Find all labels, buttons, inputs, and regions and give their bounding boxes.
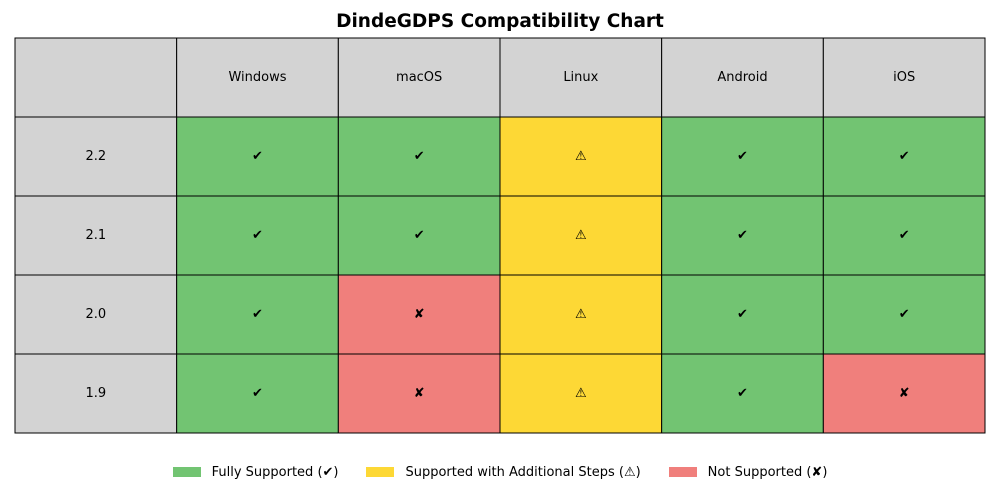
column-header-label: Linux bbox=[563, 70, 598, 85]
status-cell-full bbox=[176, 353, 339, 434]
status-cell-full bbox=[337, 195, 501, 276]
status-symbol: ✔ bbox=[737, 386, 748, 401]
column-header-label: Android bbox=[717, 70, 767, 85]
column-header-label: iOS bbox=[893, 70, 915, 85]
status-symbol: ✔ bbox=[252, 228, 263, 243]
row-header-label: 2.0 bbox=[85, 307, 106, 322]
row-header-cell bbox=[14, 195, 178, 276]
status-symbol: ✔ bbox=[737, 149, 748, 164]
status-symbol: ✔ bbox=[252, 386, 263, 401]
status-cell-none bbox=[337, 353, 501, 434]
row-header-label: 2.2 bbox=[85, 149, 106, 164]
legend-label: Fully Supported (✔) bbox=[211, 464, 339, 480]
column-header-label: macOS bbox=[396, 70, 442, 85]
column-header-label: Windows bbox=[228, 70, 286, 85]
status-cell-none bbox=[822, 353, 986, 434]
status-symbol: ✘ bbox=[899, 386, 910, 401]
status-symbol: ⚠ bbox=[575, 307, 587, 322]
status-symbol: ⚠ bbox=[575, 228, 587, 243]
status-cell-full bbox=[822, 195, 986, 276]
row-header-label: 2.1 bbox=[85, 228, 106, 243]
legend-swatch bbox=[668, 467, 697, 477]
header-corner-cell bbox=[14, 37, 178, 118]
header-cell-android bbox=[661, 37, 824, 118]
status-symbol: ✔ bbox=[899, 149, 910, 164]
status-symbol: ✔ bbox=[252, 307, 263, 322]
status-cell-steps bbox=[499, 195, 663, 276]
status-cell-steps bbox=[499, 353, 663, 434]
status-symbol: ✔ bbox=[414, 149, 425, 164]
status-cell-full bbox=[822, 274, 986, 355]
row-header-label: 1.9 bbox=[85, 386, 106, 401]
row-header-cell bbox=[14, 274, 178, 355]
status-symbol: ✔ bbox=[252, 149, 263, 164]
legend-item-steps: Supported with Additional Steps (⚠) bbox=[366, 464, 641, 480]
status-symbol: ✔ bbox=[899, 307, 910, 322]
row-header-cell bbox=[14, 116, 178, 197]
legend-label: Not Supported (✘) bbox=[707, 464, 828, 480]
legend-label: Supported with Additional Steps (⚠) bbox=[405, 464, 641, 480]
status-cell-full bbox=[661, 353, 824, 434]
status-cell-full bbox=[176, 116, 339, 197]
status-symbol: ✔ bbox=[414, 228, 425, 243]
status-cell-full bbox=[176, 195, 339, 276]
status-symbol: ✘ bbox=[414, 386, 425, 401]
status-symbol: ⚠ bbox=[575, 386, 587, 401]
status-cell-steps bbox=[499, 274, 663, 355]
status-symbol: ✔ bbox=[899, 228, 910, 243]
status-cell-full bbox=[176, 274, 339, 355]
legend-swatch bbox=[172, 467, 201, 477]
status-symbol: ✘ bbox=[414, 307, 425, 322]
status-symbol: ⚠ bbox=[575, 149, 587, 164]
chart-title: DindeGDPS Compatibility Chart bbox=[336, 11, 664, 32]
legend: Fully Supported (✔) Supported with Additi… bbox=[0, 459, 1000, 485]
status-cell-full bbox=[337, 116, 501, 197]
legend-swatch bbox=[366, 467, 395, 477]
legend-item-none: Not Supported (✘) bbox=[668, 464, 828, 480]
header-cell-ios bbox=[822, 37, 986, 118]
status-symbol: ✔ bbox=[737, 307, 748, 322]
status-symbol: ✔ bbox=[737, 228, 748, 243]
row-header-cell bbox=[14, 353, 178, 434]
status-cell-full bbox=[661, 274, 824, 355]
status-cell-steps bbox=[499, 116, 663, 197]
status-cell-full bbox=[822, 116, 986, 197]
legend-item-full: Fully Supported (✔) bbox=[172, 464, 339, 480]
